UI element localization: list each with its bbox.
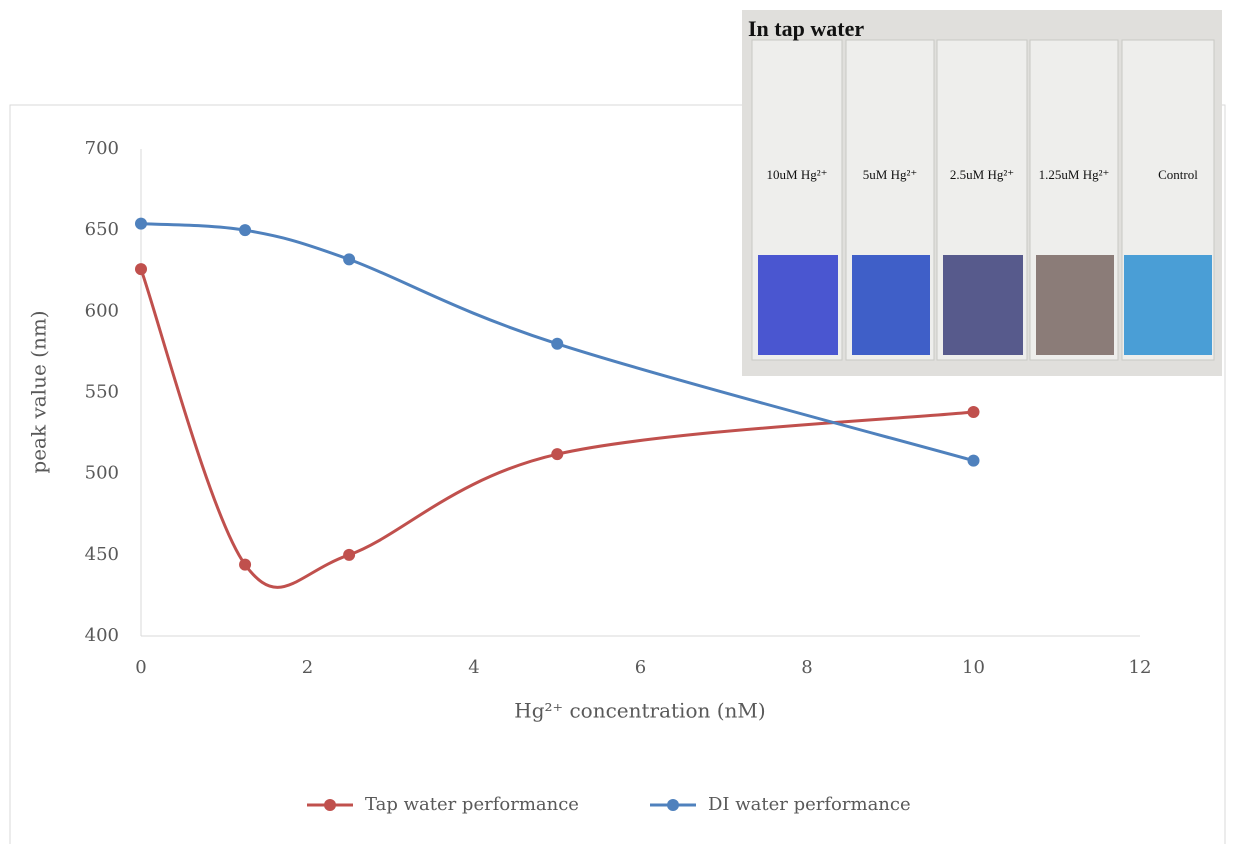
liquid (1036, 255, 1114, 355)
data-point (343, 253, 356, 266)
cuvette-label: Control (1158, 167, 1198, 182)
cuvette-label: 2.5uM Hg²⁺ (950, 167, 1014, 182)
data-point (343, 548, 356, 561)
y-tick-label: 600 (85, 300, 119, 321)
x-tick-label: 8 (801, 657, 812, 678)
data-point (239, 558, 252, 571)
cuvette-label: 1.25uM Hg²⁺ (1039, 167, 1110, 182)
data-point (239, 224, 252, 237)
liquid (758, 255, 838, 355)
data-point (135, 263, 147, 276)
y-tick-label: 700 (85, 138, 119, 159)
series-line (139, 268, 974, 589)
y-tick-label: 400 (85, 625, 119, 646)
x-tick-label: 4 (468, 657, 479, 678)
legend-label: DI water performance (708, 794, 911, 815)
x-axis-label: Hg²⁺ concentration (nM) (514, 699, 765, 723)
data-point (551, 448, 564, 461)
legend: Tap water performance DI water performanc… (307, 794, 911, 815)
x-tick-label: 6 (635, 657, 646, 678)
data-point (967, 405, 980, 418)
liquid (852, 255, 930, 355)
plot-area: 400 450 500 550 600 650 700 0 2 4 6 8 10 12 (85, 138, 1152, 678)
cuvette-label: 5uM Hg²⁺ (863, 167, 917, 182)
x-tick-label: 2 (302, 657, 313, 678)
legend-marker (667, 799, 679, 811)
legend-label: Tap water performance (365, 794, 579, 815)
data-point (967, 454, 980, 467)
data-point (135, 217, 147, 230)
y-tick-label: 650 (85, 219, 119, 240)
x-tick-label: 12 (1129, 657, 1152, 678)
data-point (551, 337, 564, 350)
x-tick-label: 10 (962, 657, 985, 678)
y-tick-label: 550 (85, 382, 119, 403)
y-tick-label: 500 (85, 463, 119, 484)
y-axis-label: peak value (nm) (27, 310, 51, 473)
liquid (1124, 255, 1212, 355)
cuvettes (751, 39, 1215, 361)
liquid (943, 255, 1023, 355)
series-line (140, 222, 974, 463)
y-tick-label: 450 (85, 544, 119, 565)
inset-photo: In tap water 10uM Hg²⁺ 5uM Hg²⁺ 2.5uM Hg… (742, 10, 1222, 376)
legend-marker (324, 799, 336, 811)
inset-title: In tap water (748, 16, 864, 41)
x-tick-label: 0 (135, 657, 146, 678)
cuvette-label: 10uM Hg²⁺ (767, 167, 828, 182)
